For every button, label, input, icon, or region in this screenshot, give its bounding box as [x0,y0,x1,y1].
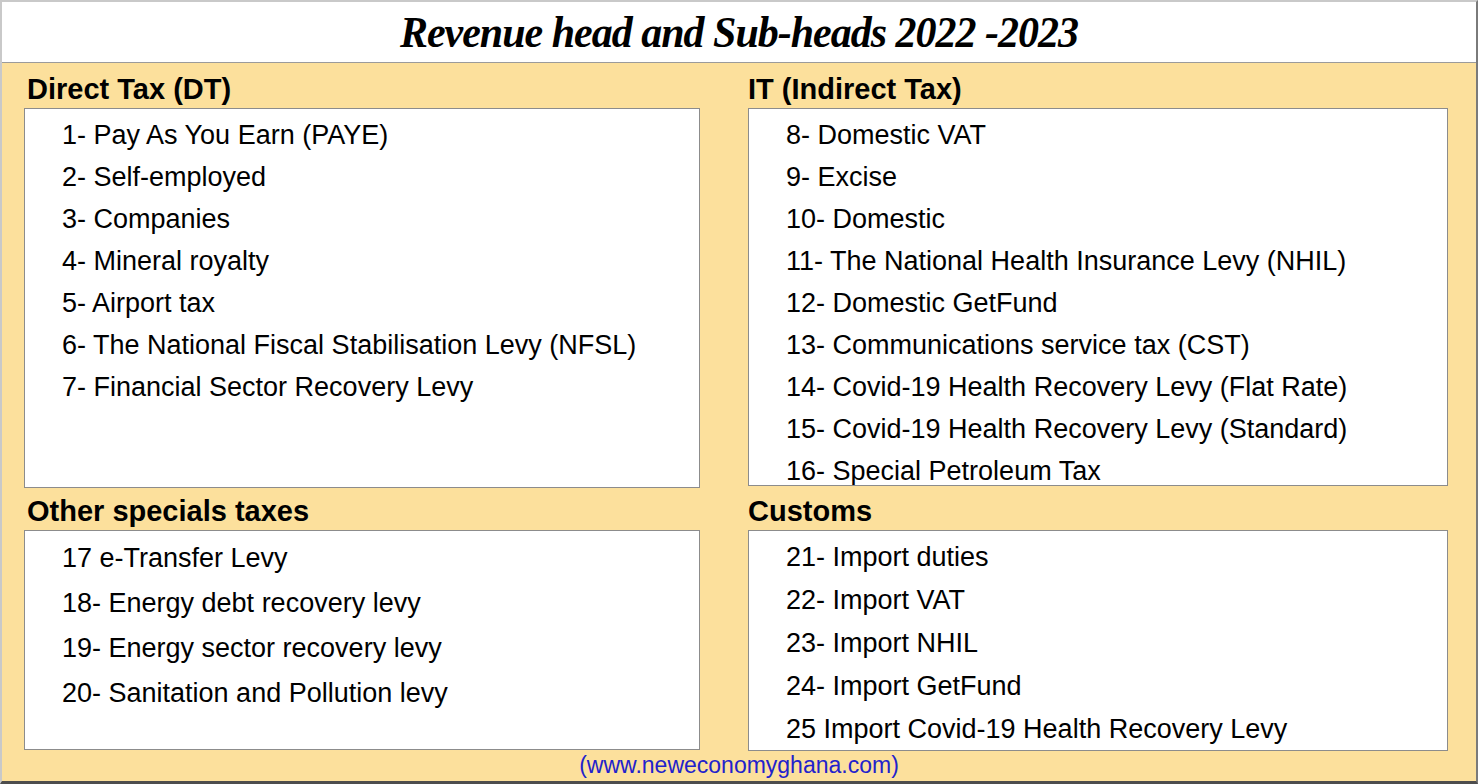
section-box-indirect-tax: 8- Domestic VAT9- Excise10- Domestic11- … [748,108,1448,486]
section-box-customs: 21- Import duties22- Import VAT23- Impor… [748,530,1448,751]
list-item: 9- Excise [786,156,1447,198]
tax-list-direct-tax: 1- Pay As You Earn (PAYE)2- Self-employe… [25,109,699,408]
page-title: Revenue head and Sub-heads 2022 -2023 [400,7,1078,57]
section-box-direct-tax: 1- Pay As You Earn (PAYE)2- Self-employe… [24,108,700,488]
list-item: 2- Self-employed [62,156,699,198]
tax-list-other-specials-taxes: 17 e-Transfer Levy18- Energy debt recove… [25,531,699,716]
list-item: 15- Covid-19 Health Recovery Levy (Stand… [786,408,1447,450]
list-item: 10- Domestic [786,198,1447,240]
list-item: 12- Domestic GetFund [786,282,1447,324]
list-item: 23- Import NHIL [786,622,1447,665]
document-page: Revenue head and Sub-heads 2022 -2023 Di… [0,0,1478,784]
list-item: 11- The National Health Insurance Levy (… [786,240,1447,282]
list-item: 4- Mineral royalty [62,240,699,282]
list-item: 20- Sanitation and Pollution levy [62,671,699,716]
section-header-direct-tax: Direct Tax (DT) [27,73,231,106]
section-header-customs: Customs [748,495,872,528]
list-item: 17 e-Transfer Levy [62,536,699,581]
footer-url: (www.neweconomyghana.com) [2,752,1476,779]
tax-list-indirect-tax: 8- Domestic VAT9- Excise10- Domestic11- … [749,109,1447,486]
list-item: 19- Energy sector recovery levy [62,626,699,671]
section-header-indirect-tax: IT (Indirect Tax) [748,73,962,106]
list-item: 7- Financial Sector Recovery Levy [62,366,699,408]
list-item: 13- Communications service tax (CST) [786,324,1447,366]
tax-list-customs: 21- Import duties22- Import VAT23- Impor… [749,531,1447,751]
list-item: 21- Import duties [786,536,1447,579]
list-item: 5- Airport tax [62,282,699,324]
list-item: 18- Energy debt recovery levy [62,581,699,626]
list-item: 6- The National Fiscal Stabilisation Lev… [62,324,699,366]
list-item: 8- Domestic VAT [786,114,1447,156]
list-item: 25 Import Covid-19 Health Recovery Levy [786,708,1447,751]
section-box-other-specials-taxes: 17 e-Transfer Levy18- Energy debt recove… [24,530,700,750]
list-item: 1- Pay As You Earn (PAYE) [62,114,699,156]
list-item: 14- Covid-19 Health Recovery Levy (Flat … [786,366,1447,408]
list-item: 16- Special Petroleum Tax [786,450,1447,486]
list-item: 24- Import GetFund [786,665,1447,708]
list-item: 3- Companies [62,198,699,240]
section-header-other-specials-taxes: Other specials taxes [27,495,309,528]
page-body: Direct Tax (DT) 1- Pay As You Earn (PAYE… [2,63,1476,781]
title-band: Revenue head and Sub-heads 2022 -2023 [2,2,1476,63]
list-item: 22- Import VAT [786,579,1447,622]
